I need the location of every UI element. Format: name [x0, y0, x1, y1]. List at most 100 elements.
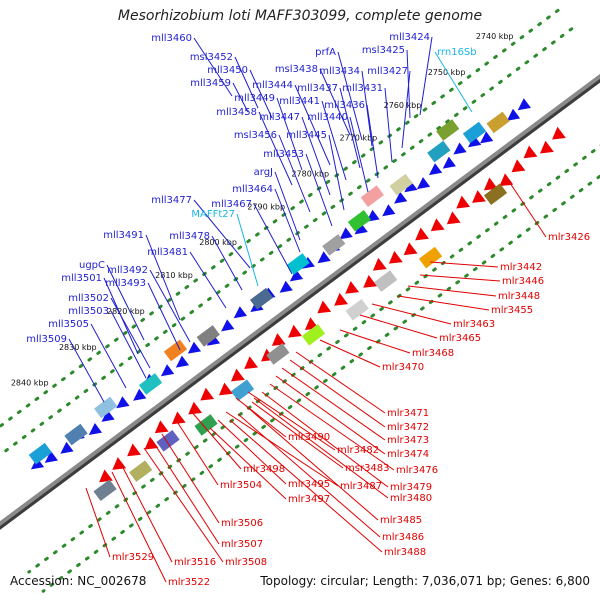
forward-gene-label: mll3424: [389, 32, 430, 43]
gene-block: [163, 339, 188, 362]
reverse-gene-arrow: [317, 300, 332, 314]
reverse-gene-label: mlr3472: [387, 422, 429, 433]
tick-label: 2790 kbp: [247, 202, 285, 211]
forward-gene-label: mll3449: [234, 93, 275, 104]
leader-line: [269, 383, 395, 471]
forward-gene-arrow: [428, 163, 443, 176]
tick-label: 2750 kbp: [428, 68, 466, 77]
forward-gene-label: mll3427: [367, 66, 408, 77]
leader-line: [106, 264, 145, 341]
leader-line: [275, 375, 386, 455]
reverse-gene-arrow: [230, 368, 245, 382]
reverse-gene-label: mlr3529: [112, 552, 154, 563]
reverse-gene-arrow: [430, 218, 445, 232]
forward-gene-arrow: [382, 204, 396, 217]
leader-line: [236, 213, 259, 287]
reverse-gene-arrow: [388, 250, 403, 264]
reverse-gene-arrow: [403, 242, 418, 256]
reverse-gene-arrow: [99, 469, 113, 483]
reverse-gene-label: mlr3448: [498, 291, 540, 302]
reverse-gene-label: mlr3490: [288, 432, 330, 443]
forward-gene-arrow: [354, 222, 368, 235]
forward-gene-label: mll3441: [279, 96, 320, 107]
gene-block: [250, 287, 274, 310]
leader-line: [211, 235, 243, 291]
tick-label: 2800 kbp: [199, 238, 237, 247]
reverse-gene-arrow: [345, 280, 360, 294]
leader-line: [85, 487, 111, 558]
reverse-gene-label: mlr3474: [387, 449, 429, 460]
leader-line: [234, 56, 259, 109]
reverse-gene-label: mlr3468: [412, 348, 454, 359]
leader-line: [245, 405, 379, 521]
forward-gene-arrow: [88, 423, 103, 435]
forward-gene-label: mll3445: [286, 130, 327, 141]
leader-line: [258, 111, 293, 186]
forward-gene-arrow: [116, 396, 130, 409]
tick-label: 2770 kbp: [340, 134, 378, 143]
forward-gene-arrow: [317, 251, 331, 264]
gene-block: [486, 111, 510, 134]
reverse-gene-label: mlr3488: [384, 547, 426, 558]
reverse-gene-label: mlr3498: [243, 464, 285, 475]
leader-line: [111, 471, 167, 583]
forward-gene-arrow: [468, 135, 482, 148]
reverse-gene-label: mlr3442: [500, 262, 542, 273]
forward-gene-arrow: [30, 457, 45, 470]
gene-block: [64, 423, 88, 446]
forward-gene-arrow: [187, 341, 202, 354]
reverse-gene-arrow: [483, 177, 498, 191]
gene-block: [156, 430, 180, 452]
forward-gene-arrow: [44, 450, 58, 463]
tick-label: 2740 kbp: [476, 32, 514, 41]
forward-gene-arrow: [206, 333, 221, 346]
reverse-gene-label: mlr3504: [220, 480, 262, 491]
leader-line: [145, 234, 181, 321]
gene-block: [347, 209, 372, 232]
gene-block: [301, 324, 326, 346]
forward-gene-arrow: [279, 280, 293, 293]
reverse-gene-arrow: [363, 274, 378, 288]
forward-gene-label: mll3481: [147, 247, 188, 258]
leader-line: [193, 37, 233, 97]
gene-block: [138, 373, 163, 395]
forward-gene-label: mll3434: [319, 66, 360, 77]
reverse-gene-arrow: [334, 292, 348, 306]
forward-gene-label: msl3456: [234, 130, 277, 141]
leader-line: [371, 303, 452, 325]
reverse-gene-arrow: [456, 195, 471, 209]
leader-line: [274, 171, 301, 241]
leader-line: [366, 104, 379, 179]
forward-gene-label: mll3502: [68, 293, 109, 304]
reverse-gene-arrow: [446, 211, 461, 225]
leader-line: [301, 116, 331, 196]
leader-line: [419, 36, 433, 116]
leader-line: [249, 69, 273, 119]
leader-line: [349, 116, 369, 193]
forward-gene-label: mll3440: [307, 112, 348, 123]
tick-label: 2760 kbp: [384, 101, 422, 110]
reverse-gene-arrow: [112, 457, 127, 470]
leader-line: [429, 261, 499, 268]
forward-gene-arrow: [480, 131, 494, 144]
leader-line: [339, 329, 411, 354]
forward-gene-label: mll3477: [151, 195, 192, 206]
leader-line: [401, 70, 411, 149]
gene-block: [418, 246, 443, 269]
leader-line: [305, 153, 333, 227]
reverse-gene-label: mlr3476: [396, 465, 438, 476]
reverse-gene-arrow: [415, 227, 429, 241]
genome-backbone: [0, 73, 600, 530]
forward-gene-arrow: [404, 180, 418, 193]
reverse-gene-label: mlr3522: [168, 577, 210, 588]
forward-gene-label: mll3459: [190, 78, 231, 89]
gene-block: [322, 234, 346, 256]
gene-block: [94, 396, 118, 419]
reverse-gene-arrow: [540, 140, 554, 154]
leader-line: [232, 82, 249, 113]
rna-gene-label: rrn16Sb: [437, 47, 477, 58]
tick-label: 2810 kbp: [155, 271, 193, 280]
gene-block: [129, 460, 153, 482]
leader-line: [397, 295, 490, 311]
leader-line: [419, 274, 501, 282]
